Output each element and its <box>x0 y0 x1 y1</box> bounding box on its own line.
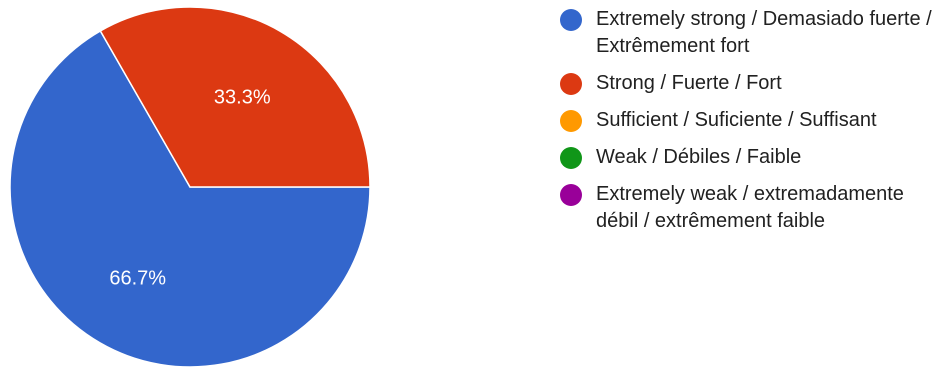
legend-swatch <box>560 147 582 169</box>
legend-swatch <box>560 73 582 95</box>
legend-label: Extremely weak / extremadamente débil / … <box>596 183 904 232</box>
legend-item-strong[interactable]: Strong / Fuerte / Fort <box>560 70 940 97</box>
legend-item-weak[interactable]: Weak / Débiles / Faible <box>560 144 940 171</box>
legend-label: Strong / Fuerte / Fort <box>596 72 782 94</box>
pie-slice[interactable] <box>9 29 371 367</box>
legend-swatch <box>560 184 582 206</box>
slice-percent-label: 66.7% <box>109 267 166 289</box>
legend-label: Weak / Débiles / Faible <box>596 146 802 168</box>
legend-label: Sufficient / Suficiente / Suffisant <box>596 109 877 131</box>
legend-item-extremely-strong[interactable]: Extremely strong / Demasiado fuerte / Ex… <box>560 6 940 60</box>
legend-label: Extremely strong / Demasiado fuerte / Ex… <box>596 8 932 57</box>
legend-swatch <box>560 110 582 132</box>
legend-item-extremely-weak[interactable]: Extremely weak / extremadamente débil / … <box>560 181 940 235</box>
legend-swatch <box>560 9 582 31</box>
legend-item-sufficient[interactable]: Sufficient / Suficiente / Suffisant <box>560 107 940 134</box>
pie-slice[interactable] <box>99 6 371 188</box>
slice-percent-label: 33.3% <box>214 87 271 109</box>
legend: Extremely strong / Demasiado fuerte / Ex… <box>560 6 940 245</box>
